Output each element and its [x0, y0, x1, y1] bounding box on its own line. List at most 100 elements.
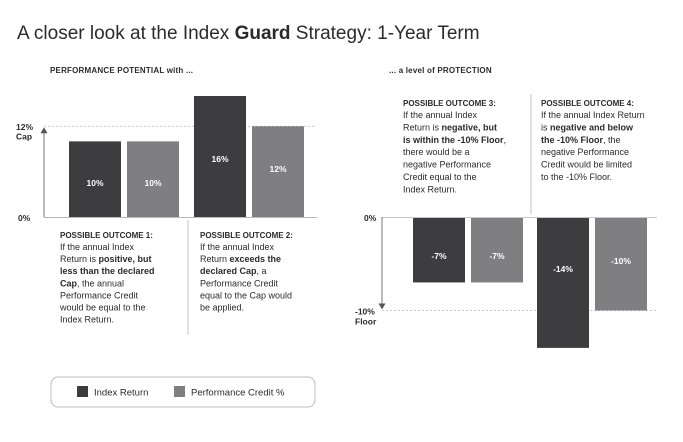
bar-left-outcome1-index-return [69, 141, 121, 217]
outcome2-text: equal to the Cap would [200, 290, 292, 300]
outcome2-text: If the annual Index [200, 242, 275, 252]
outcome4-line: to the -10% Floor. [541, 172, 612, 182]
legend-label-performance-credit: Performance Credit % [191, 388, 285, 399]
outcome4-line: negative Performance [541, 147, 629, 157]
data-label-left-outcome2-index-return: 16% [211, 154, 228, 164]
outcome2-line: be applied. [200, 303, 244, 313]
outcome1-line: would be equal to the [59, 303, 146, 313]
outcome4-line: Credit would be limited [541, 160, 632, 170]
outcome3-line: is within the -10% Floor, [403, 135, 506, 145]
outcome1-text: If the annual Index [60, 242, 135, 252]
outcome3-line: Credit equal to the [403, 172, 477, 182]
bar-right-outcome4-performance-credit [595, 218, 647, 311]
legend: Index Return Performance Credit % [50, 376, 316, 408]
outcome3-text: Index Return. [403, 184, 457, 194]
outcome1-heading: POSSIBLE OUTCOME 1: [60, 231, 153, 240]
outcome3-line: Index Return. [403, 184, 457, 194]
outcome2-text: exceeds the [230, 254, 282, 264]
outcome3-text: Return is [403, 122, 442, 132]
outcome3-line: If the annual Index [403, 110, 478, 120]
outcome3-line: Return is negative, but [403, 122, 497, 132]
outcome2-line: declared Cap, a [200, 266, 267, 276]
outcome3-line: there would be a [403, 147, 470, 157]
outcome2-text: , a [257, 266, 267, 276]
outcome1-line: less than the declared [60, 266, 155, 276]
data-label-right-outcome4-index-return: -14% [553, 264, 573, 274]
data-label-left-outcome2-performance-credit: 12% [269, 164, 286, 174]
outcome1-text: positive, but [99, 254, 152, 264]
zero-label: 0% [364, 213, 377, 223]
outcome3-text: If the annual Index [403, 110, 478, 120]
outcome1-text: less than the declared [60, 266, 155, 276]
legend-swatch-performance-credit [174, 386, 185, 397]
outcome4-line: If the annual Index Return [541, 110, 645, 120]
legend-label-index-return: Index Return [94, 388, 148, 399]
outcome1-line: Return is positive, but [60, 254, 152, 264]
outcome2-text: declared Cap [200, 266, 257, 276]
outcome1-line: Performance Credit [60, 290, 139, 300]
outcome3-text: Credit equal to the [403, 172, 477, 182]
outcome4-line: the -10% Floor, the [541, 135, 621, 145]
outcome4-text: negative and below [550, 122, 634, 132]
outcome1-line: Cap, the annual [60, 278, 124, 288]
outcome-descriptions: POSSIBLE OUTCOME 1: If the annual Index Re… [59, 94, 645, 335]
cap-label: 12% [16, 122, 33, 132]
page-title: A closer look at the Index Guard Strateg… [17, 23, 480, 44]
outcome3-line: negative Performance [403, 160, 491, 170]
outcome2-heading: POSSIBLE OUTCOME 2: [200, 231, 293, 240]
outcome3-heading: POSSIBLE OUTCOME 3: [403, 99, 496, 108]
data-label-left-outcome1-index-return: 10% [86, 178, 103, 188]
right-chart: 0%-10%Floor-7% -7%-14%-10% [355, 213, 657, 348]
outcome4-text: If the annual Index Return [541, 110, 645, 120]
outcome3-text: there would be a [403, 147, 470, 157]
axis-arrow-head [40, 127, 48, 134]
outcome4-text: to the -10% Floor. [541, 172, 612, 182]
outcome2-line: Return exceeds the [200, 254, 281, 264]
outcome4-line: is negative and below [541, 122, 634, 132]
bar-left-outcome2-performance-credit [252, 126, 304, 217]
outcome2-line: equal to the Cap would [200, 290, 292, 300]
axis-arrow-head [378, 303, 386, 310]
outcome4-text: the -10% Floor [541, 135, 604, 145]
outcome1-text: , the annual [77, 278, 124, 288]
right-section-title: ... a level of PROTECTION [389, 66, 492, 75]
outcome4-text: Credit would be limited [541, 160, 632, 170]
outcome2-line: If the annual Index [200, 242, 275, 252]
outcome4-text: is [541, 122, 550, 132]
outcome1-line: If the annual Index [60, 242, 135, 252]
outcome1-text: Cap [60, 278, 78, 288]
floor-sublabel: Floor [355, 317, 377, 327]
outcome2-text: Return [200, 254, 230, 264]
outcome4-text: , the [603, 135, 621, 145]
outcome3-text: , [504, 135, 507, 145]
outcome2-line: Performance Credit [200, 278, 279, 288]
bar-right-outcome3-performance-credit [471, 218, 523, 283]
data-label-right-outcome3-index-return: -7% [431, 251, 447, 261]
outcome4-text: negative Performance [541, 147, 629, 157]
bar-left-outcome2-index-return [194, 96, 246, 217]
outcome4-heading: POSSIBLE OUTCOME 4: [541, 99, 634, 108]
outcome1-line: Index Return. [60, 315, 114, 325]
data-label-right-outcome4-performance-credit: -10% [611, 256, 631, 266]
floor-label: -10% [355, 307, 375, 317]
outcome1-text: would be equal to the [59, 303, 146, 313]
bar-right-outcome4-index-return [537, 218, 589, 348]
zero-label: 0% [18, 213, 31, 223]
outcome3-text: is within the -10% Floor [403, 135, 504, 145]
outcome2-text: Performance Credit [200, 278, 279, 288]
left-section-title: PERFORMANCE POTENTIAL with ... [50, 66, 193, 75]
bar-right-outcome3-index-return [413, 218, 465, 283]
outcome3-text: negative Performance [403, 160, 491, 170]
data-label-left-outcome1-performance-credit: 10% [144, 178, 161, 188]
outcome1-text: Performance Credit [60, 290, 139, 300]
outcome1-text: Index Return. [60, 315, 114, 325]
outcome3-text: negative, but [442, 122, 498, 132]
cap-sublabel: Cap [16, 131, 32, 141]
outcome1-text: Return is [60, 254, 99, 264]
bar-left-outcome1-performance-credit [127, 141, 179, 217]
legend-swatch-index-return [77, 386, 88, 397]
outcome2-text: be applied. [200, 303, 244, 313]
data-label-right-outcome3-performance-credit: -7% [489, 251, 505, 261]
